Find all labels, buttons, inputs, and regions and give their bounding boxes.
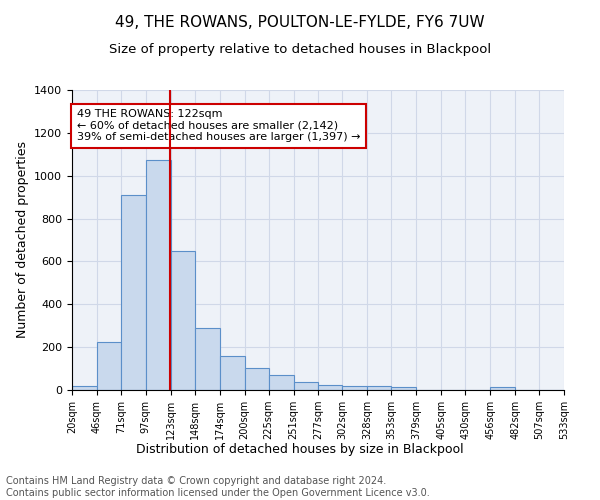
Bar bbox=[220, 356, 245, 390]
Text: 49 THE ROWANS: 122sqm
← 60% of detached houses are smaller (2,142)
39% of semi-d: 49 THE ROWANS: 122sqm ← 60% of detached … bbox=[77, 110, 360, 142]
Bar bbox=[171, 250, 195, 390]
Bar bbox=[319, 384, 343, 390]
Bar bbox=[97, 342, 121, 390]
Text: Contains HM Land Registry data © Crown copyright and database right 2024.
Contai: Contains HM Land Registry data © Crown c… bbox=[6, 476, 430, 498]
Bar bbox=[72, 386, 97, 390]
Bar bbox=[367, 386, 391, 390]
Bar bbox=[293, 382, 319, 390]
Text: Distribution of detached houses by size in Blackpool: Distribution of detached houses by size … bbox=[136, 442, 464, 456]
Text: Size of property relative to detached houses in Blackpool: Size of property relative to detached ho… bbox=[109, 42, 491, 56]
Text: 49, THE ROWANS, POULTON-LE-FYLDE, FY6 7UW: 49, THE ROWANS, POULTON-LE-FYLDE, FY6 7U… bbox=[115, 15, 485, 30]
Bar bbox=[391, 387, 416, 390]
Bar bbox=[343, 386, 367, 390]
Bar bbox=[490, 387, 515, 390]
Bar bbox=[245, 368, 269, 390]
Bar bbox=[121, 195, 146, 390]
Y-axis label: Number of detached properties: Number of detached properties bbox=[16, 142, 29, 338]
Bar bbox=[269, 375, 293, 390]
Bar bbox=[146, 160, 171, 390]
Bar bbox=[195, 328, 220, 390]
